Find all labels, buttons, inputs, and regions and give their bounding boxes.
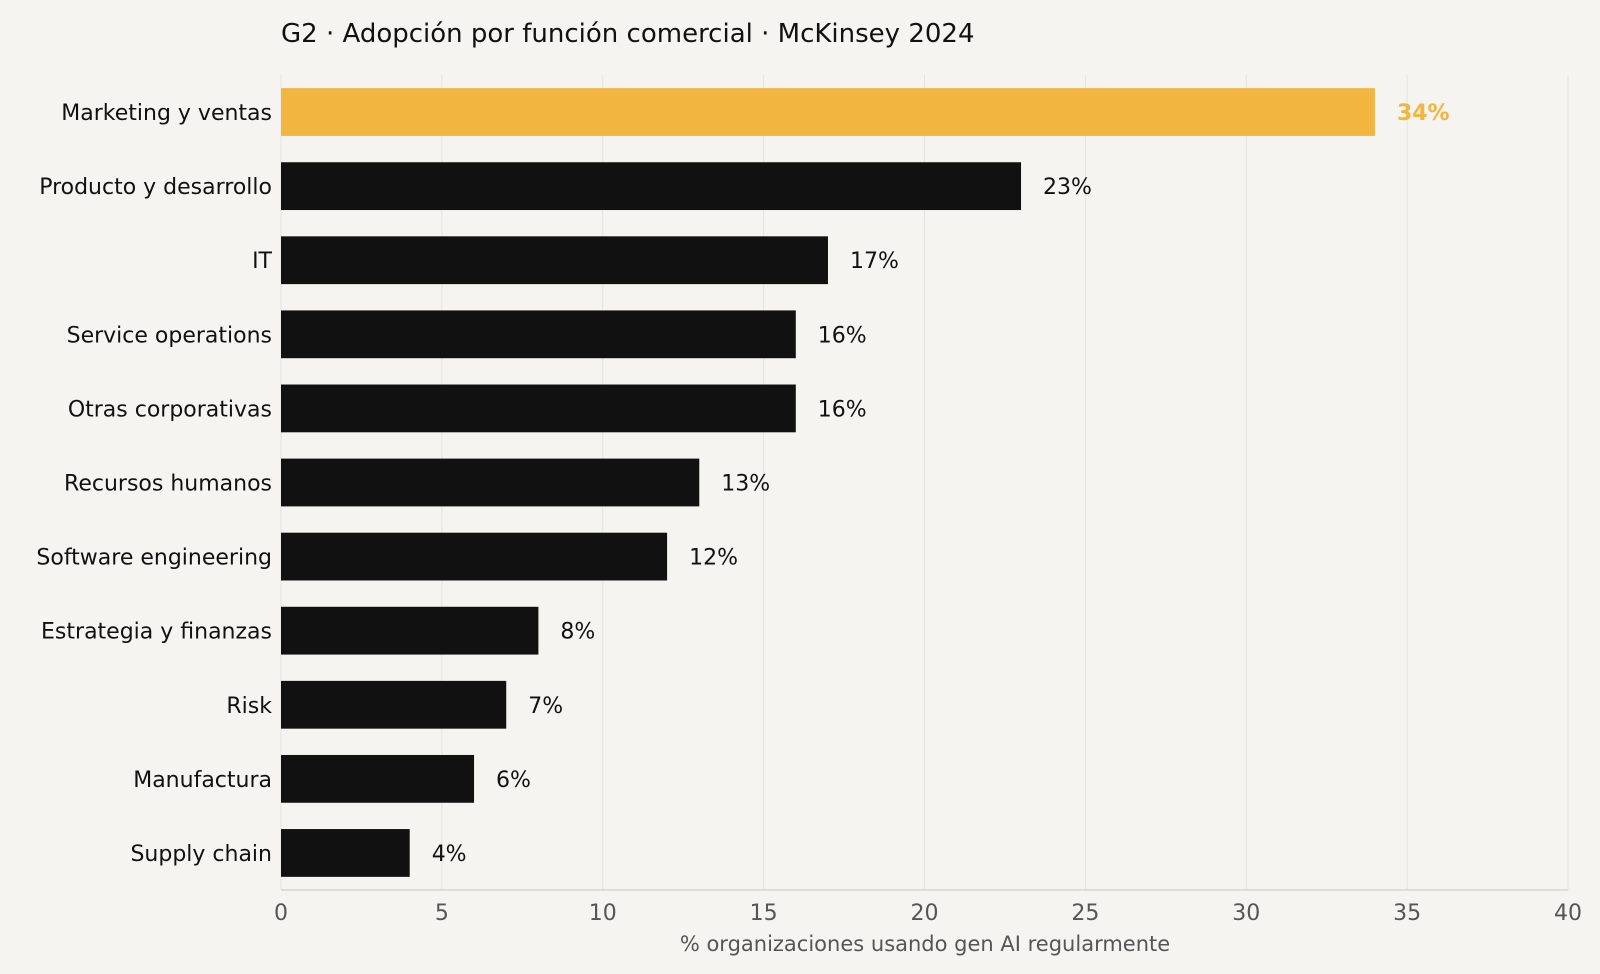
data-label: 34% <box>1397 101 1450 126</box>
category-label: Marketing y ventas <box>61 101 272 126</box>
data-label: 16% <box>818 323 867 348</box>
category-label: Service operations <box>67 323 272 348</box>
x-tick-label: 35 <box>1393 901 1421 926</box>
category-label: Estrategia y finanzas <box>41 620 272 645</box>
x-tick-label: 40 <box>1554 901 1582 926</box>
category-labels: Marketing y ventas Producto y desarrollo I… <box>36 101 272 867</box>
data-labels: 34% 23% 17% 16% 16% 13% 12% 8% 7% 6% 4% <box>432 101 1450 867</box>
data-label: 7% <box>528 694 563 719</box>
category-label: Recursos humanos <box>64 472 272 497</box>
bar <box>281 829 410 877</box>
category-label: Manufactura <box>133 768 272 793</box>
data-label: 16% <box>818 397 867 422</box>
x-axis-label: % organizaciones usando gen AI regularme… <box>680 932 1170 956</box>
bar <box>281 236 828 285</box>
data-label: 6% <box>496 768 531 793</box>
bar <box>281 606 539 655</box>
chart-title: G2 · Adopción por función comercial · Mc… <box>281 19 975 49</box>
bar <box>281 532 668 581</box>
x-tick-label: 20 <box>911 901 939 926</box>
category-label: Producto y desarrollo <box>39 175 272 200</box>
category-label: IT <box>252 249 272 274</box>
x-tick-label: 0 <box>274 901 288 926</box>
bar <box>281 680 507 729</box>
data-label: 23% <box>1043 175 1092 200</box>
data-label: 4% <box>432 842 467 867</box>
x-tick-label: 25 <box>1071 901 1099 926</box>
x-tick-label: 30 <box>1232 901 1260 926</box>
category-label: Risk <box>226 694 272 719</box>
data-label: 8% <box>560 620 595 645</box>
x-tick-label: 10 <box>589 901 617 926</box>
bar <box>281 310 796 359</box>
bar <box>281 384 796 433</box>
x-tick-labels: 0 5 10 15 20 25 30 35 40 <box>274 901 1582 926</box>
data-label: 17% <box>850 249 899 274</box>
bar <box>281 162 1022 211</box>
bar <box>281 88 1375 136</box>
category-label: Supply chain <box>130 842 272 867</box>
bar <box>281 458 700 507</box>
data-label: 13% <box>721 472 770 497</box>
x-tick-label: 5 <box>435 901 449 926</box>
category-label: Software engineering <box>36 546 272 571</box>
gridlines <box>280 75 1569 890</box>
x-tick-label: 15 <box>750 901 778 926</box>
bar <box>281 754 475 803</box>
data-label: 12% <box>689 546 738 571</box>
category-label: Otras corporativas <box>68 397 272 422</box>
bars <box>281 88 1375 877</box>
